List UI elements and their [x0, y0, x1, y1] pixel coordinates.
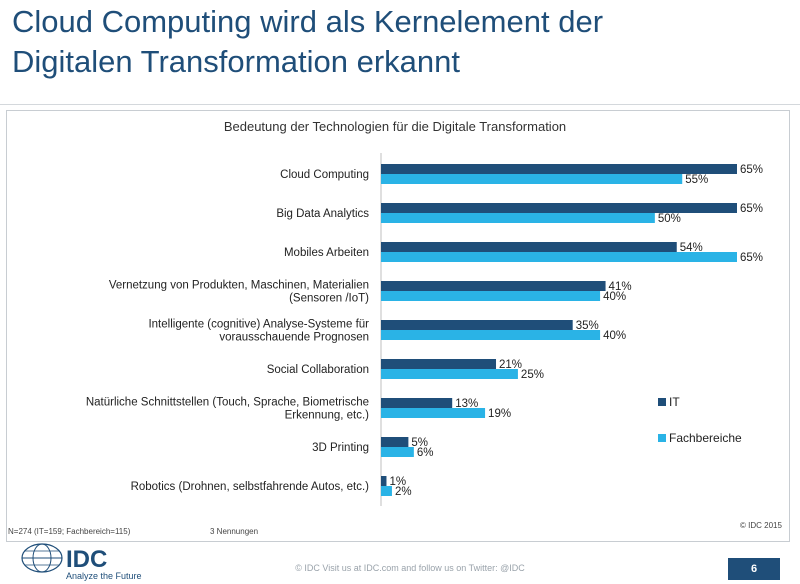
- chart-frame: Bedeutung der Technologien für die Digit…: [6, 110, 790, 542]
- category-label: Vernetzung von Produkten, Maschinen, Mat…: [109, 280, 369, 292]
- category-label: Cloud Computing: [280, 169, 369, 181]
- slide-title: Cloud Computing wird als Kernelement der…: [12, 2, 792, 82]
- bar-fachbereiche: [381, 408, 486, 418]
- bar-it: [381, 476, 387, 486]
- data-label: 1%: [389, 476, 406, 488]
- data-label: 2%: [395, 486, 412, 498]
- data-label: 40%: [603, 330, 626, 342]
- sample-size-note: N=274 (IT=159; Fachbereich=115): [8, 527, 131, 536]
- legend-label: IT: [669, 395, 680, 409]
- bar-it: [381, 320, 573, 330]
- bar-fachbereiche: [381, 291, 601, 301]
- idc-logo: IDC Analyze the Future: [21, 543, 142, 581]
- data-label: 50%: [658, 213, 681, 225]
- bar-it: [381, 437, 409, 447]
- data-label: 5%: [411, 437, 428, 449]
- category-label: Social Collaboration: [267, 364, 369, 376]
- data-label: 54%: [680, 242, 703, 254]
- bar-fachbereiche: [381, 174, 683, 184]
- category-label: 3D Printing: [312, 442, 369, 454]
- slide-title-line-2: Digitalen Transformation erkannt: [12, 44, 461, 79]
- category-label: Mobiles Arbeiten: [284, 247, 369, 259]
- legend-swatch: [658, 398, 666, 406]
- bar-fachbereiche: [381, 486, 392, 496]
- data-label: 13%: [455, 398, 478, 410]
- bar-it: [381, 203, 737, 213]
- footer-text: © IDC Visit us at IDC.com and follow us …: [295, 563, 525, 573]
- category-label: (Sensoren /IoT): [289, 293, 369, 305]
- bar-fachbereiche: [381, 252, 737, 262]
- data-label: 65%: [740, 164, 763, 176]
- data-label: 65%: [740, 252, 763, 264]
- data-label: 41%: [609, 281, 632, 293]
- legend-swatch: [658, 434, 666, 442]
- category-label: Big Data Analytics: [276, 208, 369, 220]
- answers-note: 3 Nennungen: [210, 527, 259, 536]
- data-label: 19%: [488, 408, 511, 420]
- bar-it: [381, 164, 737, 174]
- bar-fachbereiche: [381, 447, 414, 457]
- logo-tagline: Analyze the Future: [66, 571, 142, 581]
- bar-it: [381, 359, 497, 369]
- data-label: 55%: [685, 174, 708, 186]
- data-label: 21%: [499, 359, 522, 371]
- bar-fachbereiche: [381, 369, 518, 379]
- data-label: 40%: [603, 291, 626, 303]
- bar-fachbereiche: [381, 330, 601, 340]
- category-label: Robotics (Drohnen, selbstfahrende Autos,…: [131, 481, 370, 493]
- data-label: 65%: [740, 203, 763, 215]
- category-label: vorausschauende Prognosen: [219, 332, 369, 344]
- page-number: 6: [728, 558, 780, 580]
- slide-title-line-1: Cloud Computing wird als Kernelement der: [12, 4, 604, 39]
- data-label: 25%: [521, 369, 544, 381]
- bar-it: [381, 281, 606, 291]
- data-label: 35%: [576, 320, 599, 332]
- bar-fachbereiche: [381, 213, 655, 223]
- bar-it: [381, 398, 453, 408]
- category-label: Natürliche Schnittstellen (Touch, Sprach…: [86, 397, 369, 409]
- logo-name: IDC: [66, 546, 107, 573]
- category-label: Erkennung, etc.): [285, 410, 370, 422]
- bar-it: [381, 242, 677, 252]
- bar-chart: Bedeutung der Technologien für die Digit…: [86, 119, 763, 506]
- title-divider: [0, 104, 800, 105]
- data-label: 6%: [417, 447, 434, 459]
- chart-copyright: © IDC 2015: [740, 521, 782, 530]
- chart-title: Bedeutung der Technologien für die Digit…: [224, 119, 566, 134]
- category-label: Intelligente (cognitive) Analyse-Systeme…: [148, 319, 369, 331]
- globe-icon: [21, 543, 63, 573]
- legend-label: Fachbereiche: [669, 431, 742, 445]
